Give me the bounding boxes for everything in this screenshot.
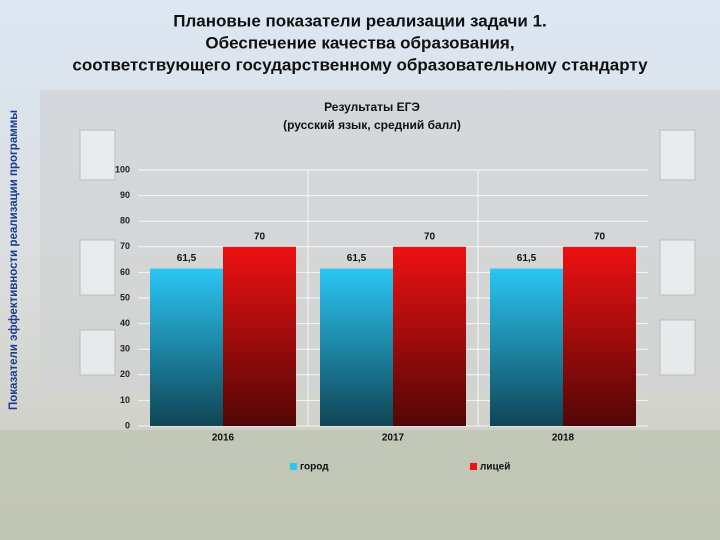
y-tick-label: 0 — [125, 420, 130, 430]
bar — [223, 246, 296, 426]
legend-swatch — [290, 463, 297, 470]
y-tick-label: 100 — [115, 164, 130, 174]
title-line: соответствующего государственному образо… — [72, 55, 648, 74]
value-label: 61,5 — [517, 253, 537, 264]
bar — [150, 268, 223, 426]
x-tick-label: 2017 — [382, 433, 405, 444]
y-tick-label: 30 — [120, 344, 130, 354]
bar — [563, 246, 636, 426]
legend-swatch — [470, 463, 477, 470]
bar — [490, 268, 563, 426]
value-label: 70 — [594, 231, 606, 242]
y-tick-label: 40 — [120, 318, 130, 328]
chart-subtitle: (русский язык, средний балл) — [283, 118, 461, 132]
y-tick-label: 20 — [120, 369, 130, 379]
value-label: 61,5 — [347, 253, 367, 264]
y-tick-label: 50 — [120, 292, 130, 302]
bar — [393, 246, 466, 426]
y-tick-label: 60 — [120, 267, 130, 277]
title-line: Плановые показатели реализации задачи 1. — [173, 11, 547, 30]
y-tick-label: 90 — [120, 190, 130, 200]
value-label: 70 — [254, 231, 266, 242]
legend-label: город — [300, 462, 329, 473]
y-tick-label: 10 — [120, 395, 130, 405]
x-tick-label: 2018 — [552, 433, 575, 444]
value-label: 70 — [424, 231, 436, 242]
side-label: Показатели эффективности реализации прог… — [8, 110, 20, 410]
legend-label: лицей — [480, 462, 510, 473]
y-tick-label: 80 — [120, 216, 130, 226]
y-tick-label: 70 — [120, 241, 130, 251]
value-label: 61,5 — [177, 253, 197, 264]
chart-subtitle: Результаты ЕГЭ — [324, 100, 420, 114]
bar — [320, 268, 393, 426]
x-tick-label: 2016 — [212, 433, 235, 444]
title-line: Обеспечение качества образования, — [205, 33, 514, 52]
